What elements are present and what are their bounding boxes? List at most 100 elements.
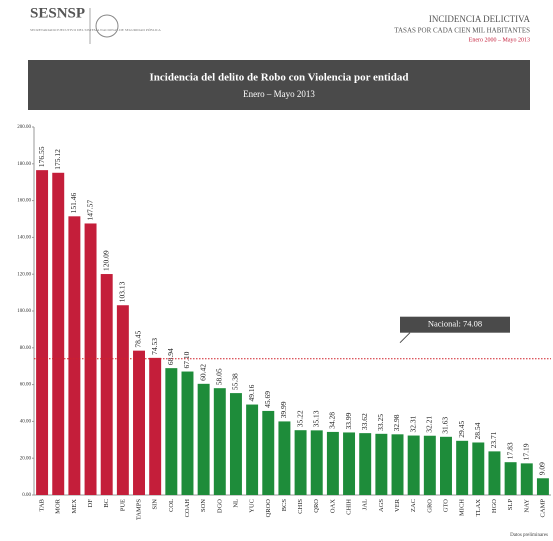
- y-tick-label: 100.00: [17, 309, 31, 314]
- value-label: 78.45: [134, 331, 143, 348]
- y-tick-label: 120.00: [17, 272, 31, 277]
- bar: [423, 435, 436, 495]
- bar: [197, 383, 210, 495]
- bar: [520, 463, 533, 495]
- bar: [326, 431, 339, 495]
- x-tick-label: YUC: [249, 499, 256, 513]
- bar: [149, 357, 162, 495]
- value-label: 147.57: [85, 200, 94, 221]
- bar: [472, 442, 485, 495]
- x-tick-label: NAY: [523, 499, 530, 513]
- value-label: 17.19: [521, 443, 530, 460]
- x-tick-label: JAL: [362, 499, 369, 510]
- x-tick-label: DF: [87, 499, 94, 508]
- reference-label: Nacional: 74.08: [428, 319, 482, 329]
- y-tick-label: 0.00: [22, 493, 31, 498]
- logo: SESNSP: [30, 5, 85, 21]
- bar: [407, 435, 420, 495]
- x-tick-label: CHIH: [346, 499, 353, 515]
- x-tick-label: TLAX: [475, 499, 482, 517]
- chart-subtitle: Enero – Mayo 2013: [243, 89, 315, 99]
- value-label: 67.10: [182, 351, 191, 368]
- right-period: Enero 2000 – Mayo 2013: [469, 37, 530, 43]
- value-label: 34.28: [328, 412, 337, 429]
- value-label: 39.99: [279, 401, 288, 418]
- x-tick-label: GRO: [426, 499, 433, 513]
- bar: [181, 371, 194, 495]
- x-tick-label: QRO: [313, 499, 320, 513]
- x-tick-label: SON: [200, 499, 207, 512]
- bar: [229, 393, 242, 495]
- y-tick-label: 60.00: [20, 383, 32, 388]
- value-label: 60.42: [198, 364, 207, 381]
- bar: [391, 434, 404, 495]
- value-label: 33.25: [376, 414, 385, 431]
- bar: [84, 223, 97, 496]
- value-label: 103.13: [118, 281, 127, 302]
- value-label: 33.99: [344, 412, 353, 429]
- x-tick-label: AGS: [378, 499, 385, 512]
- bar: [375, 433, 388, 495]
- x-tick-label: HGO: [491, 499, 498, 513]
- bar: [359, 433, 372, 495]
- value-label: 120.09: [101, 250, 110, 271]
- y-tick-label: 160.00: [17, 199, 31, 204]
- value-label: 55.38: [231, 373, 240, 390]
- chart-title: Incidencia del delito de Robo con Violen…: [150, 72, 409, 84]
- x-tick-label: BC: [103, 499, 110, 508]
- bar: [536, 478, 549, 495]
- value-label: 9.09: [538, 462, 547, 475]
- right-title: INCIDENCIA DELICTIVA: [429, 14, 531, 24]
- value-label: 58.05: [215, 368, 224, 385]
- bar: [52, 172, 65, 495]
- x-tick-label: NL: [232, 499, 239, 508]
- bar: [213, 388, 226, 495]
- bar: [310, 430, 323, 495]
- bar: [456, 440, 469, 495]
- x-tick-label: SLP: [507, 499, 514, 511]
- value-label: 33.62: [360, 413, 369, 430]
- x-tick-label: COAH: [184, 499, 191, 518]
- x-tick-label: ZAC: [410, 499, 417, 512]
- x-tick-label: MEX: [71, 499, 78, 514]
- x-tick-label: OAX: [329, 499, 336, 513]
- bar: [488, 451, 501, 495]
- value-label: 45.69: [263, 391, 272, 408]
- reference-box: [400, 316, 510, 333]
- x-tick-label: COL: [168, 499, 175, 512]
- y-tick-label: 40.00: [20, 420, 32, 425]
- footnote: Datos preliminares: [510, 533, 548, 538]
- value-label: 32.21: [425, 416, 434, 433]
- bar: [504, 462, 517, 495]
- logo-sub: SECRETARIADO EJECUTIVO DEL SISTEMA NACIO…: [30, 27, 161, 32]
- x-tick-label: VER: [394, 498, 401, 512]
- x-tick-label: GTO: [442, 499, 449, 513]
- y-tick-label: 140.00: [17, 236, 31, 241]
- bar: [100, 274, 113, 495]
- value-label: 28.54: [473, 422, 482, 439]
- y-tick-label: 80.00: [20, 346, 32, 351]
- x-tick-label: MOR: [55, 498, 62, 513]
- value-label: 32.98: [392, 414, 401, 431]
- bar: [133, 350, 145, 495]
- value-label: 151.46: [69, 192, 78, 213]
- value-label: 32.31: [408, 415, 417, 432]
- value-label: 29.45: [457, 421, 466, 438]
- bar: [294, 430, 307, 495]
- x-tick-label: DGO: [216, 499, 223, 513]
- x-tick-label: PUE: [119, 499, 126, 511]
- x-tick-label: CAMP: [539, 499, 546, 518]
- value-label: 49.16: [247, 384, 256, 401]
- x-tick-label: BCS: [281, 499, 288, 512]
- bar: [165, 368, 178, 495]
- x-tick-label: TAB: [39, 498, 46, 511]
- bar: [116, 305, 129, 495]
- y-tick-label: 180.00: [17, 162, 31, 167]
- bar: [68, 216, 81, 495]
- value-label: 17.83: [505, 442, 514, 459]
- y-tick-label: 20.00: [20, 456, 32, 461]
- right-sub: TASAS POR CADA CIEN MIL HABITANTES: [394, 27, 530, 35]
- banner: [28, 60, 530, 110]
- value-label: 175.12: [53, 149, 62, 170]
